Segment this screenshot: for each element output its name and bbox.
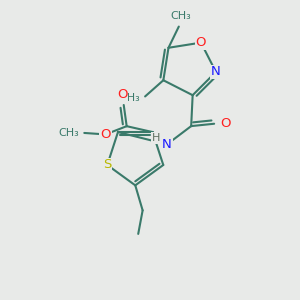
Text: CH₃: CH₃ bbox=[58, 128, 79, 138]
Text: S: S bbox=[103, 158, 112, 172]
Text: O: O bbox=[117, 88, 128, 100]
Text: O: O bbox=[220, 117, 231, 130]
Text: N: N bbox=[211, 65, 221, 78]
Text: CH₃: CH₃ bbox=[170, 11, 191, 21]
Text: N: N bbox=[162, 138, 172, 151]
Text: O: O bbox=[196, 36, 206, 49]
Text: O: O bbox=[100, 128, 111, 141]
Text: H: H bbox=[152, 133, 160, 143]
Text: CH₃: CH₃ bbox=[119, 93, 140, 103]
